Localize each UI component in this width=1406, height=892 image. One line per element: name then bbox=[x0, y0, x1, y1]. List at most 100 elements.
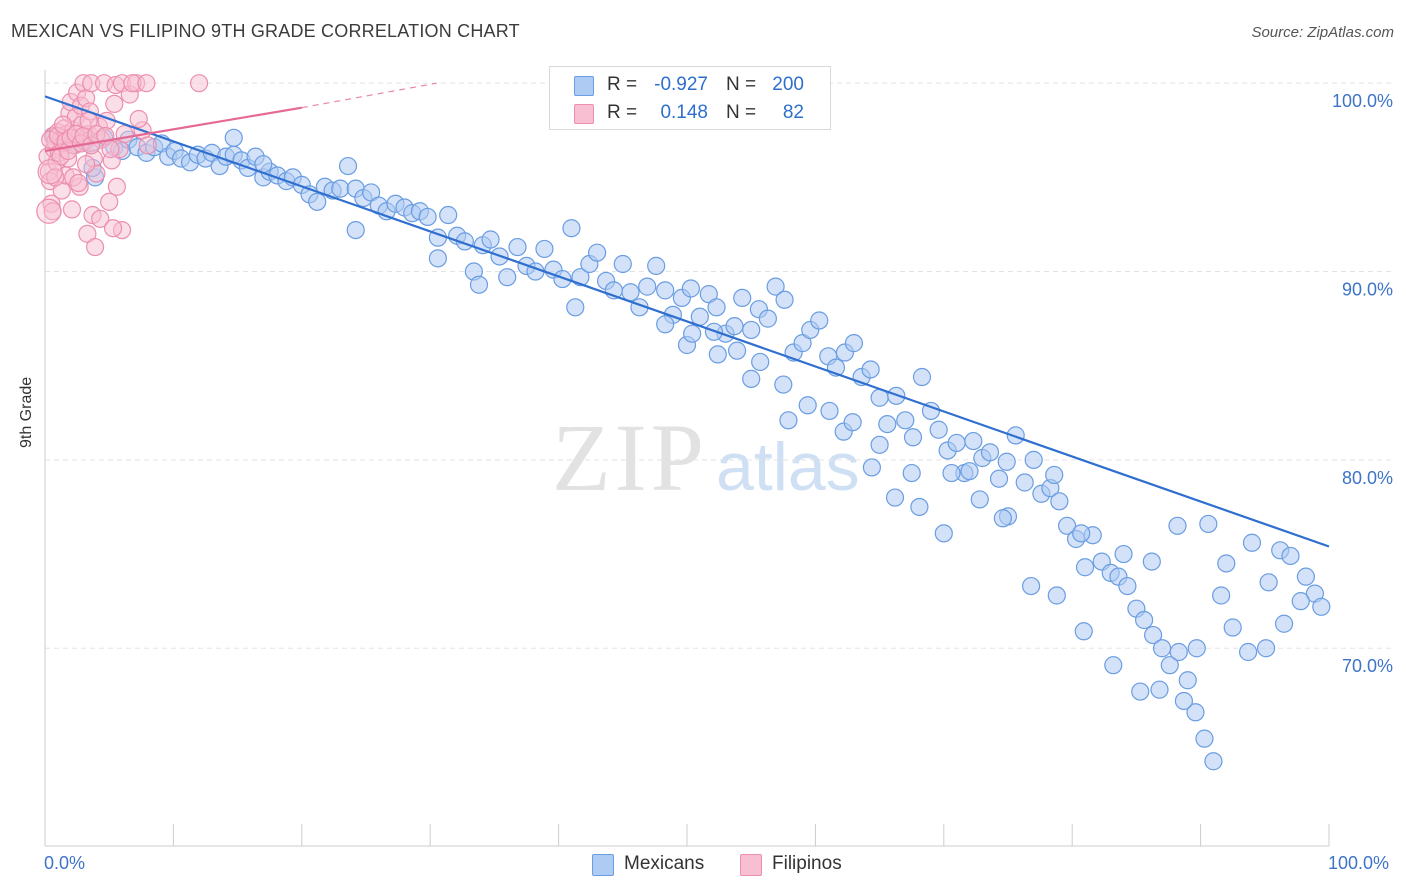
mexicans-point bbox=[1045, 465, 1064, 485]
mexicans-point bbox=[742, 369, 761, 388]
filipinos-point bbox=[105, 94, 124, 114]
mexicans-point bbox=[1114, 544, 1133, 564]
mexicans-point bbox=[1242, 533, 1262, 552]
mexicans-point bbox=[1006, 426, 1025, 445]
mexicans-point bbox=[331, 179, 350, 198]
mexicans-point bbox=[428, 249, 448, 268]
mexicans-point bbox=[980, 443, 1000, 462]
mexicans-point bbox=[1187, 639, 1206, 658]
mexicans-point bbox=[469, 275, 489, 294]
legend-r-value: 0.148 bbox=[660, 102, 708, 123]
mexicans-point bbox=[1142, 552, 1161, 571]
mexicans-point bbox=[613, 254, 632, 274]
mexicans-point bbox=[861, 360, 880, 379]
mexicans-point bbox=[1072, 524, 1091, 543]
mexicans-point bbox=[964, 431, 983, 451]
mexicans-point bbox=[929, 420, 948, 439]
filipinos-point bbox=[107, 177, 127, 196]
x-tick-label-100: 100.0% bbox=[1328, 853, 1390, 873]
mexicans-point bbox=[997, 452, 1016, 471]
filipinos-point bbox=[85, 237, 105, 257]
mexicans-point bbox=[1104, 656, 1123, 675]
mexicans-point bbox=[481, 230, 500, 249]
filipinos-point bbox=[129, 109, 148, 129]
trend-line-filipinos-extension bbox=[301, 82, 437, 109]
trend-line-filipinos bbox=[44, 106, 302, 153]
legend-swatch-filipinos bbox=[740, 854, 762, 876]
mexicans-point bbox=[1015, 473, 1034, 492]
legend-row-filipinos: R = 0.148 N = 82 bbox=[550, 99, 830, 127]
mexicans-point bbox=[1047, 586, 1066, 605]
filipinos-point bbox=[138, 136, 157, 155]
filipinos-point bbox=[37, 159, 63, 185]
mexicans-point bbox=[1274, 614, 1294, 633]
filipinos-point bbox=[189, 74, 209, 93]
filipinos-point bbox=[137, 74, 156, 93]
mexicans-point bbox=[1217, 554, 1236, 573]
mexicans-point bbox=[508, 237, 527, 257]
mexicans-point bbox=[1199, 514, 1218, 534]
filipinos-point bbox=[76, 155, 96, 174]
mexicans-point bbox=[1050, 492, 1069, 511]
mexicans-point bbox=[1281, 546, 1300, 566]
mexicans-point bbox=[820, 401, 839, 421]
mexicans-point bbox=[903, 428, 923, 447]
y-axis-label: 9th Grade bbox=[18, 376, 35, 448]
chart-title: MEXICAN VS FILIPINO 9TH GRADE CORRELATIO… bbox=[11, 21, 520, 41]
mexicans-point bbox=[1186, 703, 1205, 722]
y-tick-labels: 100.0% 90.0% 80.0% 70.0% bbox=[1332, 91, 1393, 676]
legend-r-label: R = bbox=[607, 74, 638, 95]
mexicans-point bbox=[1296, 567, 1315, 586]
mexicans-point bbox=[993, 509, 1012, 528]
mexicans-point bbox=[638, 277, 657, 296]
legend-r-label: R = bbox=[607, 102, 638, 123]
legend-swatch-filipinos bbox=[574, 104, 594, 124]
mexicans-point bbox=[1135, 610, 1154, 630]
mexicans-point bbox=[947, 433, 966, 453]
mexicans-point bbox=[934, 524, 953, 543]
legend-n-value: 200 bbox=[772, 74, 804, 95]
y-tick-label: 70.0% bbox=[1342, 656, 1393, 676]
legend-row-mexicans: R = -0.927 N = 200 bbox=[550, 71, 830, 99]
mexicans-point bbox=[224, 128, 243, 147]
mexicans-point bbox=[902, 463, 921, 483]
axes bbox=[44, 70, 1330, 847]
mexicans-point bbox=[960, 462, 979, 481]
mexicans-point bbox=[862, 458, 881, 477]
mexicans-point bbox=[742, 320, 761, 340]
mexicans-point bbox=[910, 497, 929, 517]
mexicans-point bbox=[1204, 752, 1223, 771]
mexicans-point bbox=[621, 283, 640, 302]
mexicans-point bbox=[774, 375, 793, 394]
mexicans-point bbox=[885, 488, 905, 507]
filipinos-point bbox=[46, 168, 65, 187]
mexicans-point bbox=[1223, 618, 1242, 637]
mexicans-point bbox=[1256, 639, 1276, 658]
filipinos-point bbox=[100, 192, 119, 211]
mexicans-point bbox=[912, 367, 932, 387]
y-tick-label: 90.0% bbox=[1342, 280, 1393, 300]
mexicans-point bbox=[896, 411, 915, 430]
legend-n-value: 82 bbox=[782, 102, 804, 123]
correlation-legend: R = -0.927 N = 200 R = 0.148 N = 82 bbox=[549, 66, 831, 130]
mexicans-point bbox=[758, 309, 777, 328]
trend-line-mexicans bbox=[44, 95, 1330, 548]
filipinos-point bbox=[91, 209, 110, 228]
mexicans-point bbox=[690, 307, 709, 326]
y-tick-label: 80.0% bbox=[1342, 468, 1393, 488]
legend-swatch-mexicans bbox=[592, 854, 614, 876]
mexicans-point bbox=[708, 345, 727, 364]
mexicans-point bbox=[775, 290, 794, 309]
mexicans-point bbox=[843, 413, 862, 432]
mexicans-point bbox=[970, 490, 989, 509]
filipinos-point bbox=[115, 124, 134, 144]
mexicans-point bbox=[1178, 671, 1197, 690]
series-filipinos bbox=[36, 74, 209, 257]
mexicans-point bbox=[878, 414, 897, 434]
mexicans-point bbox=[308, 192, 327, 211]
mexicans-point bbox=[707, 298, 726, 317]
mexicans-point bbox=[553, 269, 572, 289]
mexicans-point bbox=[1312, 597, 1331, 616]
mexicans-point bbox=[766, 277, 785, 296]
mexicans-point bbox=[1131, 682, 1150, 701]
